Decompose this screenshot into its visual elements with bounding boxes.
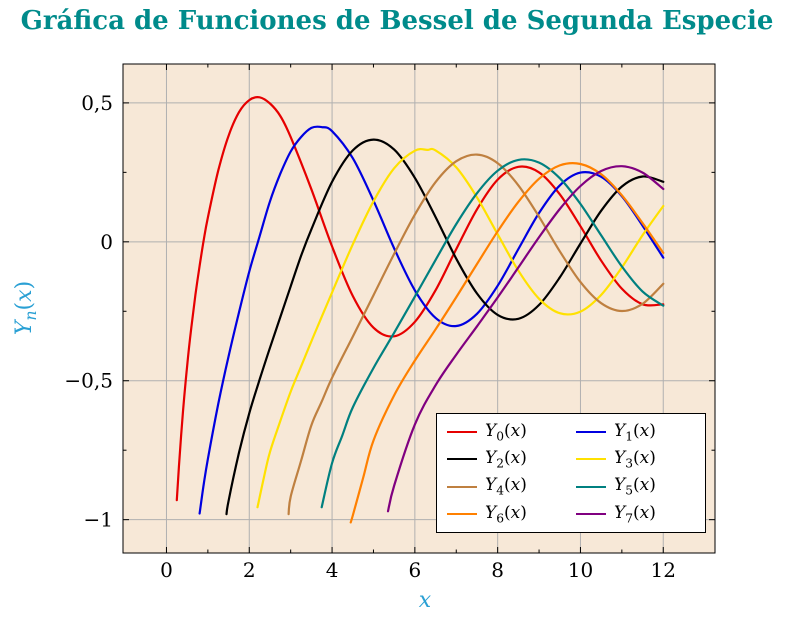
- legend-swatch: [576, 485, 606, 488]
- legend-swatch: [447, 512, 477, 515]
- legend-label: Y2(x): [485, 448, 527, 471]
- curves: [175, 96, 665, 524]
- tick-labels: 0 2 4 6 8 10 12 0,5 0 −0,5 −1: [64, 91, 676, 582]
- x-tick-label: 12: [651, 558, 676, 582]
- legend-swatch: [576, 512, 606, 515]
- y-tick-label: −0,5: [64, 369, 113, 393]
- curve-Y3x: [256, 147, 665, 509]
- curve-Y6x: [349, 162, 665, 524]
- curve-Y1x: [198, 125, 665, 515]
- curve-Y2x: [225, 138, 665, 516]
- legend-entry: Y7(x): [576, 503, 705, 525]
- x-tick-label: 6: [408, 558, 421, 582]
- x-tick-label: 0: [160, 558, 173, 582]
- y-axis-label: Yn(x): [11, 280, 41, 336]
- legend-entry: Y5(x): [576, 475, 705, 498]
- legend-swatch: [447, 431, 477, 434]
- x-tick-label: 10: [568, 558, 593, 582]
- curve-Y7x: [386, 165, 665, 513]
- legend-entry: Y1(x): [576, 421, 705, 443]
- x-axis-label: x: [0, 588, 794, 613]
- legend-entry: Y0(x): [447, 421, 576, 443]
- legend-label: Y5(x): [614, 475, 656, 498]
- legend-label: Y6(x): [485, 502, 527, 526]
- legend-entry: Y6(x): [447, 503, 576, 525]
- x-axis-label-text: x: [418, 588, 432, 613]
- x-tick-label: 2: [243, 558, 256, 582]
- x-tick-label: 8: [491, 558, 504, 582]
- legend-entry: Y2(x): [447, 448, 576, 471]
- legend-label: Y1(x): [614, 420, 656, 444]
- legend-label: Y7(x): [614, 502, 656, 526]
- legend-label: Y4(x): [485, 475, 527, 498]
- y-tick-label: 0: [100, 230, 113, 254]
- curve-Y4x: [287, 153, 665, 516]
- curve-Y5x: [320, 158, 665, 509]
- legend-swatch: [576, 458, 606, 461]
- legend-swatch: [447, 458, 477, 461]
- legend-entry: Y4(x): [447, 475, 576, 498]
- legend-swatch: [447, 485, 477, 488]
- axis-ticks: [123, 64, 715, 553]
- legend-swatch: [576, 431, 606, 434]
- y-tick-label: −1: [84, 508, 113, 532]
- legend-box: Y0(x) Y1(x) Y2(x) Y3(x) Y4(x) Y5(x) Y6(x) Y7(x): [436, 413, 706, 533]
- legend-entry: Y3(x): [576, 448, 705, 471]
- y-tick-label: 0,5: [81, 91, 113, 115]
- legend-label: Y3(x): [614, 448, 656, 471]
- plot-frame: [122, 63, 716, 554]
- legend-label: Y0(x): [485, 420, 527, 444]
- chart-title: Gráfica de Funciones de Bessel de Segund…: [20, 6, 774, 36]
- x-tick-label: 4: [326, 558, 339, 582]
- curve-Y0x: [175, 96, 665, 502]
